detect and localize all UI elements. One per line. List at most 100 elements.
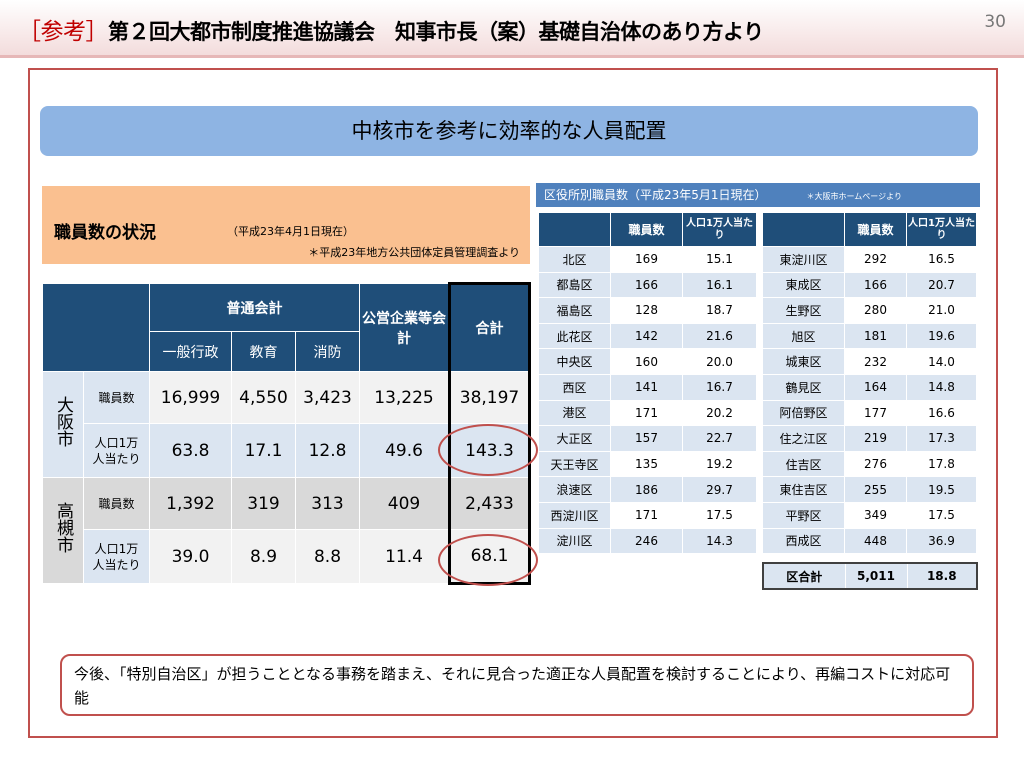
ward-per: 21.0 [906,297,977,324]
ward-per: 16.7 [682,373,757,401]
header-admin: 一般行政 [149,331,232,372]
ward-row: 西淀川区 171 17.5 [538,501,757,529]
ward-name: 中央区 [538,348,611,375]
ward-staff: 128 [610,297,683,324]
ward-row: 此花区 142 21.6 [538,322,757,350]
ward-header-blank [538,212,611,247]
ward-header-per: 人口1万人当たり [682,212,757,247]
cell: 16,999 [149,371,232,424]
ward-header: 区役所別職員数（平成23年5月1日現在） ＊大阪市ホームページより [536,183,980,207]
ward-per: 18.7 [682,297,757,324]
ward-name: 此花区 [538,322,611,350]
cell: 313 [295,477,360,530]
ward-name: 福島区 [538,297,611,324]
banner: 中核市を参考に効率的な人員配置 [40,106,978,156]
row-label: 職員数 [83,477,150,530]
staff-status-source: ＊平成23年地方公共団体定員管理調査より [308,246,520,259]
ward-row: 中央区 160 20.0 [538,348,757,375]
ward-row: 平野区 349 17.5 [762,501,977,529]
ward-name: 旭区 [762,322,845,350]
cell: 17.1 [231,423,296,478]
ward-row: 浪速区 186 29.7 [538,476,757,503]
ward-name: 東成区 [762,271,845,299]
ward-row: 生野区 280 21.0 [762,297,977,324]
ward-staff: 292 [844,246,907,273]
ward-row: 阿倍野区 177 16.6 [762,399,977,427]
ward-row: 鶴見区 164 14.8 [762,373,977,401]
ward-staff: 232 [844,348,907,375]
highlight-circle-osaka [438,424,538,476]
ward-per: 16.1 [682,271,757,299]
header-edu: 教育 [231,331,296,372]
ward-per: 17.8 [906,450,977,478]
ward-name: 都島区 [538,271,611,299]
ward-per: 14.0 [906,348,977,375]
ward-name: 平野区 [762,501,845,529]
cell: 409 [359,477,450,530]
ward-row: 東淀川区 292 16.5 [762,246,977,273]
title-tag: ［参考］ [18,19,109,45]
ward-row: 大正区 157 22.7 [538,425,757,452]
ward-name: 西成区 [762,527,845,555]
city-takatsuki: 高槻市 [42,477,84,584]
header-fire: 消防 [295,331,360,372]
ward-name: 大正区 [538,425,611,452]
header-enterprise: 公営企業等会計 [359,283,450,372]
ward-per: 20.7 [906,271,977,299]
ward-per: 29.7 [682,476,757,503]
staff-status-box: 職員数の状況 （平成23年4月1日現在） ＊平成23年地方公共団体定員管理調査よ… [42,186,530,264]
header-blank [42,283,150,372]
ward-row: 都島区 166 16.1 [538,271,757,299]
ward-row: 淀川区 246 14.3 [538,527,757,555]
ward-header-staff: 職員数 [610,212,683,247]
ward-row: 港区 171 20.2 [538,399,757,427]
ward-title: 区役所別職員数（平成23年5月1日現在） [544,188,767,202]
title-main: 第２回大都市制度推進協議会 知事市長（案）基礎自治体のあり方より [108,20,764,44]
ward-staff: 448 [844,527,907,555]
ward-row: 東住吉区 255 19.5 [762,476,977,503]
ward-per: 15.1 [682,246,757,273]
ward-per: 17.5 [682,501,757,529]
ward-staff: 171 [610,501,683,529]
cell: 63.8 [149,423,232,478]
ward-per: 36.9 [906,527,977,555]
staff-comparison-table: 普通会計 公営企業等会計 合計 一般行政 教育 消防 大阪市 職員数 16,99… [42,282,531,585]
ward-row: 旭区 181 19.6 [762,322,977,350]
row-label: 職員数 [83,371,150,424]
ward-staff: 164 [844,373,907,401]
city-osaka-label: 大阪市 [53,395,73,447]
ward-name: 浪速区 [538,476,611,503]
ward-table-right: 職員数 人口1万人当たり 東淀川区 292 16.5 東成区 166 20.7 生野区 280 21… [762,212,977,555]
header-general: 普通会計 [149,283,360,332]
ward-staff: 160 [610,348,683,375]
ward-staff: 349 [844,501,907,529]
ward-name: 西淀川区 [538,501,611,529]
title-bar: ［参考］第２回大都市制度推進協議会 知事市長（案）基礎自治体のあり方より 30 [0,0,1024,58]
ward-name: 東住吉区 [762,476,845,503]
ward-name: 鶴見区 [762,373,845,401]
ward-name: 阿倍野区 [762,399,845,427]
ward-row: 住吉区 276 17.8 [762,450,977,478]
ward-row: 住之江区 219 17.3 [762,425,977,452]
ward-staff: 171 [610,399,683,427]
ward-staff: 186 [610,476,683,503]
ward-staff: 177 [844,399,907,427]
ward-per: 20.2 [682,399,757,427]
ward-staff: 246 [610,527,683,555]
highlight-circle-takatsuki [438,534,538,586]
ward-staff: 219 [844,425,907,452]
cell: 11.4 [359,529,450,584]
cell: 3,423 [295,371,360,424]
bottom-note: 今後、「特別自治区」が担うこととなる事務を踏まえ、それに見合った適正な人員配置を… [60,654,974,716]
ward-staff: 166 [610,271,683,299]
cell: 13,225 [359,371,450,424]
ward-staff: 166 [844,271,907,299]
ward-note: ＊大阪市ホームページより [806,192,902,201]
ward-header-per: 人口1万人当たり [906,212,977,247]
staff-status-title: 職員数の状況 [54,223,156,243]
ward-per: 17.3 [906,425,977,452]
ward-per: 19.6 [906,322,977,350]
ward-name: 住吉区 [762,450,845,478]
ward-name: 城東区 [762,348,845,375]
content-frame [28,68,998,738]
